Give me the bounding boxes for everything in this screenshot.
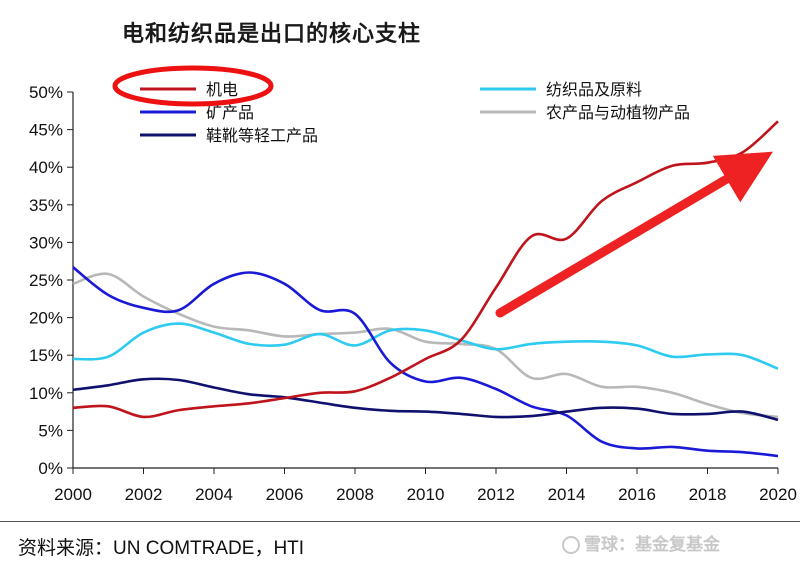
- source-note: 资料来源：UN COMTRADE，HTI: [18, 538, 305, 559]
- trend-arrow: [495, 151, 773, 318]
- series-line-0: [72, 120, 779, 419]
- watermark: 雪球：基金复基金: [562, 530, 720, 555]
- axes: 0% 5% 10% 15% 20% 25% 30% 35% 40% 45% 50% 2000 2002 2…: [29, 83, 797, 504]
- series-line-2: [72, 266, 779, 458]
- y-tick-label: 45%: [29, 121, 63, 140]
- series-line-1: [72, 322, 779, 370]
- series-line-3: [72, 272, 779, 419]
- y-tick-label: 50%: [29, 83, 63, 102]
- y-tick-label: 5%: [38, 421, 63, 440]
- series-line-4: [72, 377, 779, 422]
- snowball-logo-icon: [562, 536, 580, 554]
- line-chart: 0% 5% 10% 15% 20% 25% 30% 35% 40% 45% 50% 2000 2002 2…: [29, 65, 797, 504]
- x-tick-label: 2002: [125, 485, 163, 504]
- series-group: [72, 120, 779, 458]
- highlight-circle: [112, 65, 274, 107]
- legend-label-1: 纺织品及原料: [546, 80, 642, 99]
- y-tick-label: 35%: [29, 196, 63, 215]
- source-divider: [0, 521, 800, 522]
- x-tick-label: 2016: [618, 485, 656, 504]
- x-tick-label: 2020: [759, 485, 797, 504]
- y-tick-label: 40%: [29, 158, 63, 177]
- x-tick-label: 2018: [689, 485, 727, 504]
- x-tick-label: 2000: [54, 485, 92, 504]
- x-tick-label: 2004: [195, 485, 233, 504]
- y-tick-label: 30%: [29, 233, 63, 252]
- y-tick-label: 10%: [29, 384, 63, 403]
- watermark-text: 雪球：基金复基金: [584, 535, 720, 555]
- y-tick-label: 0%: [38, 459, 63, 478]
- x-tick-label: 2012: [477, 485, 515, 504]
- legend-label-0: 机电: [206, 80, 238, 99]
- x-tick-label: 2006: [266, 485, 304, 504]
- x-tick-label: 2008: [336, 485, 374, 504]
- legend-label-2: 矿产品: [206, 103, 254, 122]
- legend-label-3: 农产品与动植物产品: [546, 103, 690, 122]
- chart-title: 电和纺织品是出口的核心支柱: [122, 21, 422, 47]
- x-tick-label: 2010: [407, 485, 445, 504]
- y-tick-label: 25%: [29, 271, 63, 290]
- y-tick-label: 15%: [29, 346, 63, 365]
- legend-label-4: 鞋靴等轻工产品: [206, 126, 318, 145]
- y-tick-label: 20%: [29, 309, 63, 328]
- x-tick-label: 2014: [548, 485, 586, 504]
